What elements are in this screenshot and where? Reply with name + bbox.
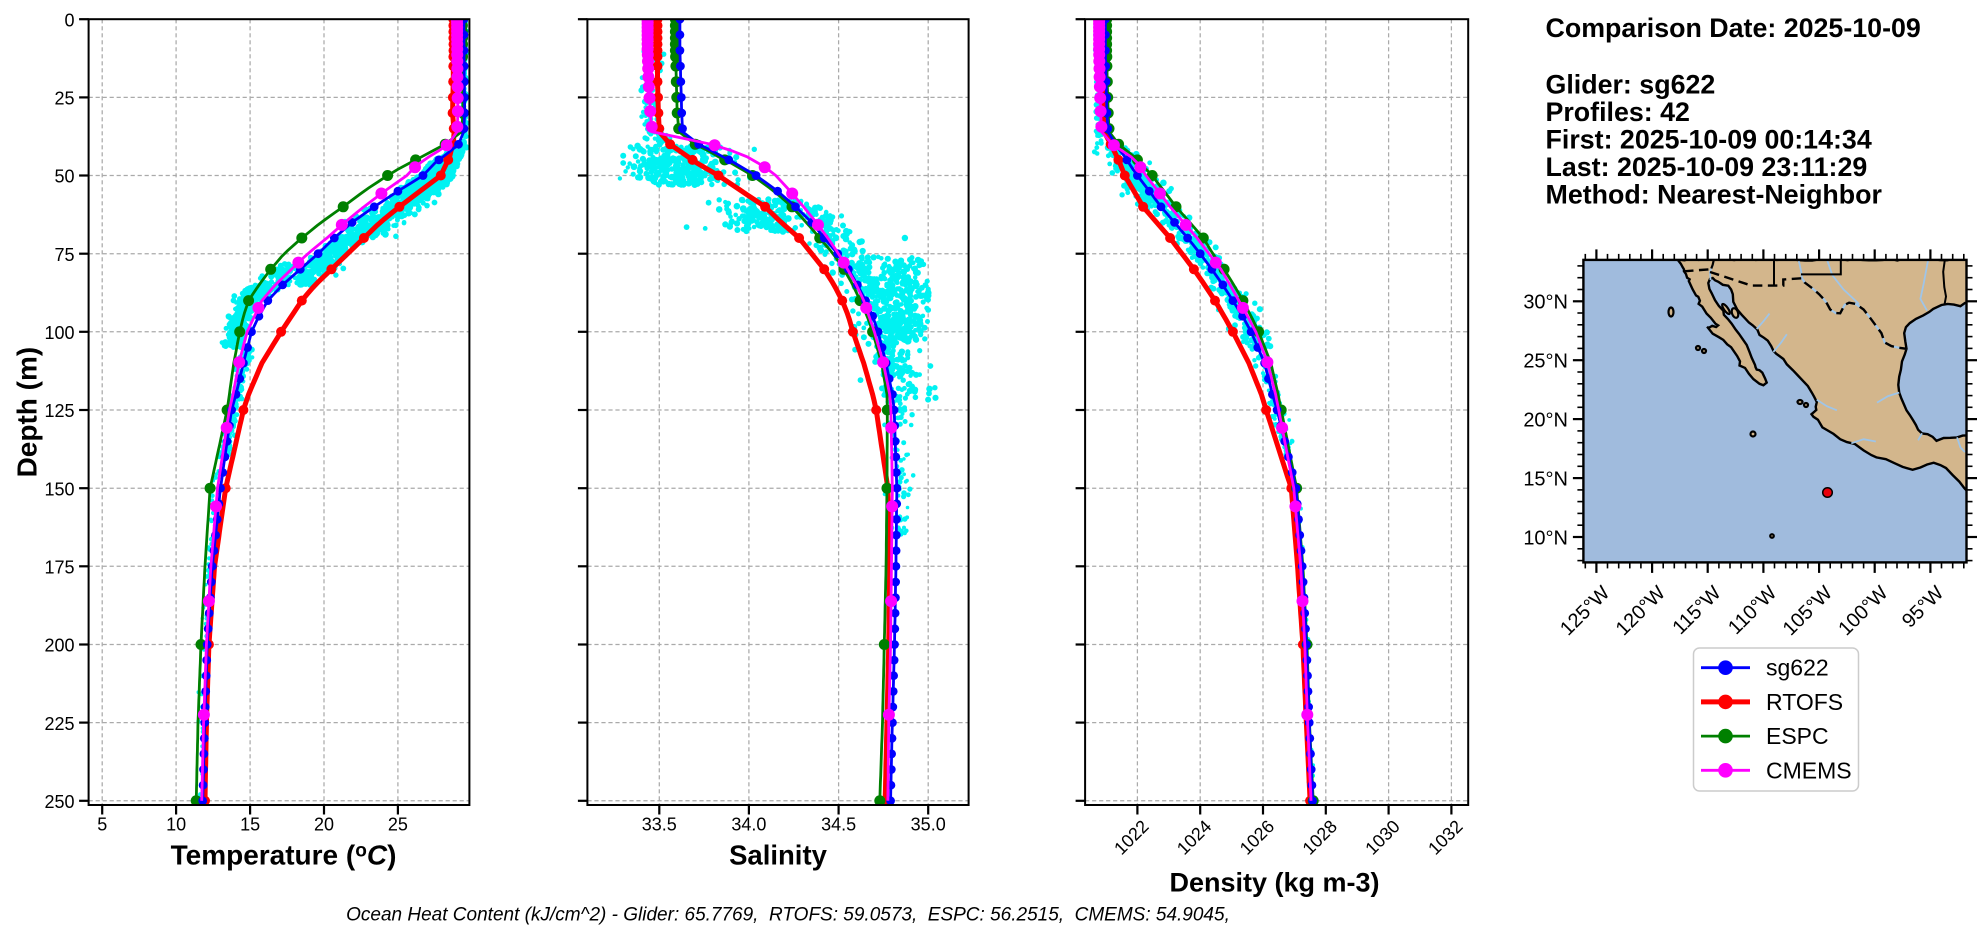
svg-text:30°N: 30°N (1523, 292, 1568, 314)
svg-text:25°N: 25°N (1523, 351, 1568, 373)
svg-text:35.0: 35.0 (911, 814, 946, 834)
svg-text:75: 75 (54, 245, 74, 265)
svg-text:225: 225 (44, 714, 74, 734)
svg-text:First: 2025-10-09 00:14:34: First: 2025-10-09 00:14:34 (1546, 125, 1872, 155)
svg-text:25: 25 (388, 814, 408, 834)
svg-text:0: 0 (64, 10, 74, 30)
svg-text:150: 150 (44, 479, 74, 499)
svg-text:15: 15 (240, 814, 260, 834)
svg-text:Depth (m): Depth (m) (12, 347, 43, 478)
svg-text:Last: 2025-10-09 23:11:29: Last: 2025-10-09 23:11:29 (1546, 152, 1868, 182)
svg-text:34.5: 34.5 (821, 814, 856, 834)
svg-text:RTOFS: RTOFS (1766, 689, 1843, 715)
svg-text:50: 50 (54, 167, 74, 187)
svg-text:Glider: sg622: Glider: sg622 (1546, 70, 1716, 100)
svg-text:sg622: sg622 (1766, 655, 1829, 681)
svg-text:ESPC: ESPC (1766, 723, 1829, 749)
svg-text:100: 100 (44, 323, 74, 343)
svg-text:175: 175 (44, 558, 74, 578)
svg-text:Salinity: Salinity (729, 840, 828, 871)
svg-text:5: 5 (97, 814, 107, 834)
svg-text:250: 250 (44, 792, 74, 812)
svg-text:15°N: 15°N (1523, 468, 1568, 490)
svg-text:Ocean Heat Content (kJ/cm^2) -: Ocean Heat Content (kJ/cm^2) - Glider: 6… (346, 905, 1230, 926)
svg-text:200: 200 (44, 636, 74, 656)
svg-text:10: 10 (166, 814, 186, 834)
svg-text:25: 25 (54, 89, 74, 109)
svg-text:125: 125 (44, 401, 74, 421)
svg-text:Method: Nearest-Neighbor: Method: Nearest-Neighbor (1546, 180, 1883, 210)
svg-text:CMEMS: CMEMS (1766, 757, 1852, 783)
svg-text:20°N: 20°N (1523, 409, 1568, 431)
svg-text:Comparison Date: 2025-10-09: Comparison Date: 2025-10-09 (1546, 13, 1921, 43)
svg-text:Profiles: 42: Profiles: 42 (1546, 97, 1690, 127)
svg-text:20: 20 (314, 814, 334, 834)
svg-text:34.0: 34.0 (731, 814, 766, 834)
svg-text:10°N: 10°N (1523, 527, 1568, 549)
svg-text:33.5: 33.5 (642, 814, 677, 834)
svg-text:Density (kg m-3): Density (kg m-3) (1169, 868, 1379, 898)
